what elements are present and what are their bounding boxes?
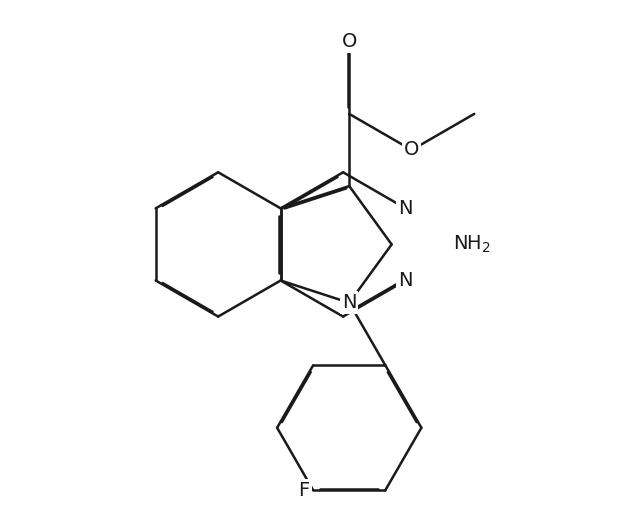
Text: N: N: [342, 293, 356, 312]
Text: F: F: [298, 481, 310, 500]
Text: O: O: [404, 140, 419, 160]
Text: NH$_2$: NH$_2$: [453, 234, 491, 255]
Text: O: O: [342, 32, 357, 51]
Text: N: N: [398, 271, 413, 290]
Text: N: N: [398, 199, 413, 218]
